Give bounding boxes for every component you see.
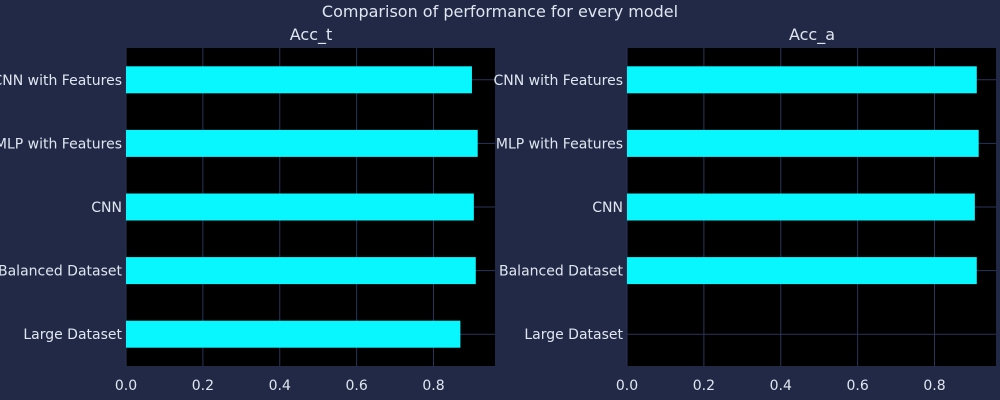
bar-acc-t-mlp-with-features: [126, 129, 478, 157]
category-label-acc-t-balanced-dataset: Balanced Dataset: [0, 264, 123, 280]
subplot-acc-a: 0.0 0.2 0.4 0.6 0.8 CNN with Features MLP with…: [493, 25, 996, 394]
category-label-acc-t-cnn: CNN: [91, 200, 122, 216]
category-label-acc-a-large-dataset: Large Dataset: [524, 327, 623, 343]
x-tick-label-acc-t-0: 0.0: [115, 378, 137, 394]
x-tick-label-acc-a-0: 0.0: [616, 378, 638, 394]
bar-acc-a-cnn-with-features: [627, 66, 977, 94]
category-label-acc-t-mlp-with-features: MLP with Features: [0, 136, 122, 152]
category-label-acc-a-cnn: CNN: [592, 200, 623, 216]
subplot-title-acc-a: Acc_a: [789, 25, 835, 45]
bar-acc-t-large-dataset: [126, 320, 461, 348]
category-label-acc-a-mlp-with-features: MLP with Features: [496, 136, 623, 152]
subplot-title-acc-t: Acc_t: [290, 25, 333, 45]
x-tick-label-acc-t-4: 0.8: [422, 378, 444, 394]
x-tick-label-acc-t-3: 0.6: [345, 378, 367, 394]
category-label-acc-t-large-dataset: Large Dataset: [23, 327, 122, 343]
category-label-acc-t-cnn-with-features: CNN with Features: [0, 73, 122, 89]
bar-acc-a-balanced-dataset: [627, 257, 977, 285]
category-label-acc-a-balanced-dataset: Balanced Dataset: [499, 264, 624, 280]
category-label-acc-a-cnn-with-features: CNN with Features: [493, 73, 623, 89]
x-tick-label-acc-a-3: 0.6: [846, 378, 868, 394]
subplot-acc-t: 0.0 0.2 0.4 0.6 0.8 CNN with Features MLP with…: [0, 25, 495, 394]
chart-title: Comparison of performance for every mode…: [322, 2, 678, 21]
bar-acc-t-balanced-dataset: [126, 257, 476, 285]
x-tick-label-acc-t-1: 0.2: [192, 378, 214, 394]
x-tick-label-acc-a-1: 0.2: [693, 378, 715, 394]
bar-acc-t-cnn-with-features: [126, 66, 472, 94]
bar-acc-a-cnn: [627, 193, 975, 221]
x-tick-label-acc-a-2: 0.4: [770, 378, 792, 394]
x-tick-label-acc-t-2: 0.4: [269, 378, 291, 394]
x-tick-label-acc-a-4: 0.8: [923, 378, 945, 394]
bar-acc-a-mlp-with-features: [627, 129, 979, 157]
bar-acc-t-cnn: [126, 193, 474, 221]
